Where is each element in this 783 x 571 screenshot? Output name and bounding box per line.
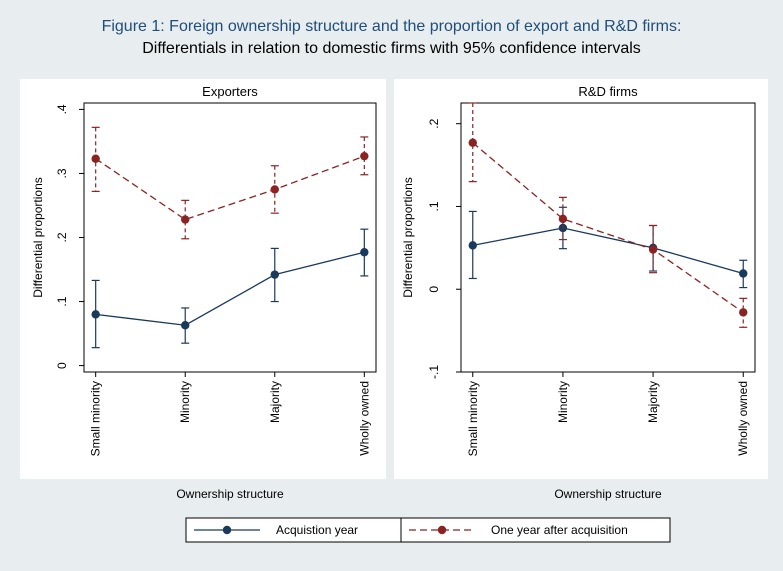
panel-title: R&D firms (578, 84, 638, 99)
data-point (558, 214, 568, 224)
x-tick-label: Minority (556, 381, 570, 423)
legend-box (185, 517, 402, 543)
data-point (648, 245, 658, 254)
legend-marker (222, 525, 232, 535)
series-1 (91, 228, 369, 349)
series-line (95, 251, 365, 326)
data-point (270, 270, 279, 279)
x-tick-label: Small minority (89, 381, 103, 456)
x-axis-title: Ownership structure (176, 487, 284, 501)
x-tick-label: Majority (646, 381, 660, 423)
y-tick-label: .2 (55, 232, 69, 242)
data-point (739, 308, 748, 317)
y-tick-label: .2 (427, 118, 441, 128)
data-point (270, 185, 279, 194)
series-line (472, 142, 744, 313)
figure-title: Figure 1: Foreign ownership structure an… (101, 18, 682, 35)
data-point (91, 310, 100, 319)
x-tick-label: Majority (268, 381, 282, 423)
x-tick-label: Minority (178, 381, 192, 423)
data-point (468, 138, 477, 147)
x-axis-title: Ownership structure (554, 487, 662, 501)
chart-panel-1: Exporters 0 .1 .2 .3 .4 Small minority Minority… (20, 79, 386, 501)
x-tick-label: Small minority (466, 381, 480, 456)
panel-title: Exporters (202, 84, 258, 99)
legend-marker (437, 525, 447, 535)
data-point (181, 321, 190, 330)
figure-subtitle: Differentials in relation to domestic fi… (142, 40, 641, 57)
legend-item: Acquistion year (185, 517, 402, 543)
legend: Acquistion year One year after acquisitio… (185, 517, 671, 543)
y-tick-label: .3 (55, 168, 69, 178)
y-tick-label: 0 (427, 286, 441, 293)
chart-panel-2: R&D firms -.1 0 .1 .2 Small minority Minority M… (394, 79, 768, 501)
x-tick-label: Wholly owned (357, 381, 371, 456)
y-axis-title: Differential proportions (401, 177, 415, 298)
y-axis-title: Differential proportions (31, 177, 45, 298)
x-tick-label: Wholly owned (736, 381, 750, 456)
data-point (181, 215, 190, 224)
y-tick-label: .4 (55, 104, 69, 114)
data-point (468, 241, 477, 250)
data-point (360, 248, 369, 257)
series-line (472, 227, 744, 275)
y-tick-label: .1 (427, 201, 441, 211)
series-2 (468, 102, 748, 328)
data-point (91, 154, 100, 163)
y-tick-label: .1 (55, 296, 69, 306)
y-tick-label: -.1 (427, 365, 441, 379)
data-point (739, 269, 748, 278)
legend-label: One year after acquisition (491, 523, 628, 537)
series-line (95, 155, 365, 221)
plot-area (83, 102, 377, 373)
legend-item: One year after acquisition (400, 517, 671, 543)
data-point (360, 151, 369, 161)
legend-label: Acquistion year (276, 523, 358, 537)
series-2 (91, 126, 369, 240)
y-tick-label: 0 (55, 362, 69, 369)
